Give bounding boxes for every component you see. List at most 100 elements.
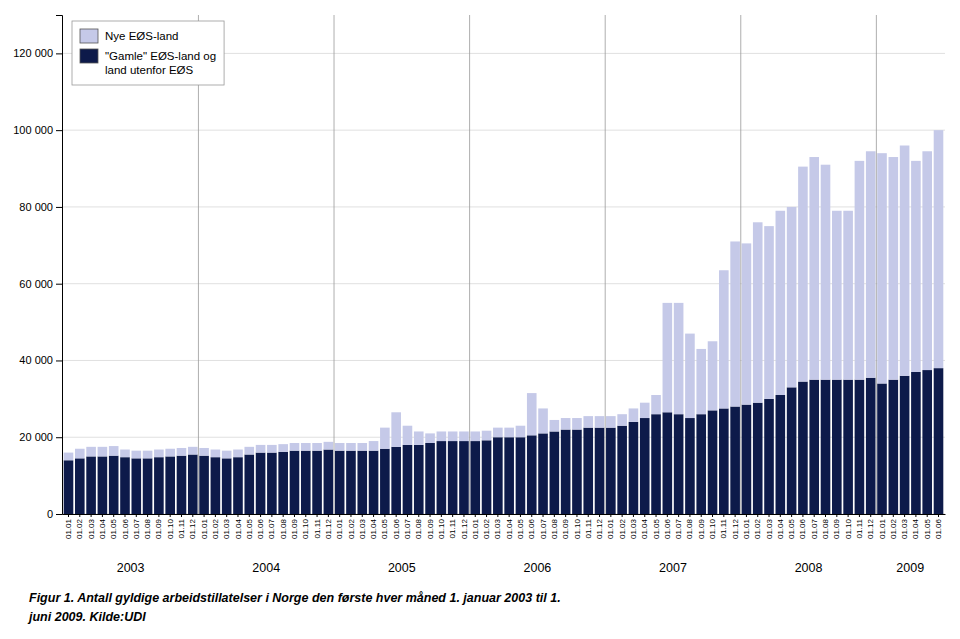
bar	[177, 448, 187, 456]
tick: 01.05	[245, 514, 254, 539]
tick-mark	[362, 514, 363, 517]
tick-label: 01.08	[143, 518, 152, 539]
tick-label: 01.11	[177, 518, 186, 538]
tick-mark	[565, 514, 566, 517]
bar	[256, 445, 266, 453]
bar	[527, 435, 537, 514]
bar	[764, 226, 774, 399]
bar	[346, 451, 356, 514]
bar	[742, 405, 752, 514]
tick: 01.01	[878, 514, 887, 539]
tick: 01.06	[934, 514, 943, 539]
bar	[877, 383, 887, 514]
tick-mark	[882, 514, 883, 517]
tick-label: 01.04	[776, 518, 785, 539]
bar	[437, 431, 447, 441]
bar	[832, 380, 842, 514]
tick-label: 01.05	[245, 518, 254, 539]
tick-label: 01.06	[798, 518, 807, 539]
tick-mark	[271, 514, 272, 517]
tick: 01.06	[663, 514, 672, 539]
tick: 01.02	[75, 514, 84, 539]
bar	[75, 458, 85, 514]
tick-label: 01.07	[539, 518, 548, 539]
tick: 01.09	[832, 514, 841, 539]
bar	[64, 453, 74, 461]
tick: 01.05	[516, 514, 525, 539]
tick: 01.04	[505, 514, 514, 539]
tick-mark	[249, 514, 250, 517]
tick: 01.03	[493, 514, 502, 539]
bar	[98, 456, 108, 514]
bar	[75, 449, 85, 459]
bar-series	[64, 130, 944, 460]
tick-mark	[576, 514, 577, 517]
bar	[572, 430, 582, 514]
tick: 01.05	[380, 514, 389, 539]
bar	[696, 414, 706, 514]
tick: 01.10	[437, 514, 446, 539]
tick-label: 01.04	[234, 518, 243, 539]
bar	[459, 431, 469, 441]
tick-mark	[430, 514, 431, 517]
bar	[640, 418, 650, 514]
tick: 01.11	[719, 514, 728, 538]
bar	[120, 450, 130, 458]
tick-mark	[102, 514, 103, 517]
tick: 20 000	[19, 431, 62, 443]
tick-label: 01.10	[573, 518, 582, 539]
tick: 01.07	[539, 514, 548, 539]
tick-label: 01.04	[911, 518, 920, 539]
tick: 01.09	[426, 514, 435, 539]
tick-label: 01.07	[267, 518, 276, 539]
tick-mark	[237, 514, 238, 517]
tick: 01.08	[550, 514, 559, 539]
bar	[301, 451, 311, 514]
tick-label: 01.02	[482, 518, 491, 539]
tick-label: 01.04	[98, 518, 107, 539]
tick-mark	[927, 514, 928, 517]
year-label: 2009	[896, 561, 924, 575]
tick-label: 01.09	[697, 518, 706, 539]
tick: 01.03	[629, 514, 638, 539]
tick-label: 01.11	[719, 518, 728, 538]
tick-mark	[452, 514, 453, 517]
bar	[312, 443, 322, 451]
legend-label-line: "Gamle" EØS-land og	[105, 50, 216, 62]
bar	[674, 303, 684, 414]
tick-label: 01.11	[448, 518, 457, 538]
tick-label: 01.06	[934, 518, 943, 539]
tick-label: 01.03	[493, 518, 502, 539]
bar	[651, 414, 661, 514]
tick-mark	[396, 514, 397, 517]
tick-mark	[79, 514, 80, 517]
bar	[742, 243, 752, 404]
tick-label: 01.02	[75, 518, 84, 539]
bar	[708, 410, 718, 514]
tick: 01.06	[527, 514, 536, 539]
bar	[290, 451, 300, 514]
bar	[369, 451, 379, 514]
tick-label: 100 000	[13, 124, 53, 136]
bar	[109, 456, 119, 514]
tick-label: 01.03	[765, 518, 774, 539]
caption: Figur 1. Antall gyldige arbeidstillatels…	[27, 591, 561, 624]
year-boundaries	[198, 15, 876, 514]
tick-mark	[848, 514, 849, 517]
tick: 01.07	[132, 514, 141, 539]
bar	[776, 395, 786, 514]
tick: 01.03	[358, 514, 367, 539]
tick-label: 01.12	[460, 518, 469, 539]
tick-label: 01.05	[787, 518, 796, 539]
bar	[324, 442, 334, 450]
bar	[335, 451, 345, 514]
bar	[312, 451, 322, 514]
tick-mark	[769, 514, 770, 517]
bar	[459, 441, 469, 514]
bar	[154, 457, 164, 514]
bar	[550, 431, 560, 514]
bar	[448, 431, 458, 441]
bar	[425, 433, 435, 443]
tick-mark	[170, 514, 171, 517]
legend-swatch	[80, 29, 98, 43]
